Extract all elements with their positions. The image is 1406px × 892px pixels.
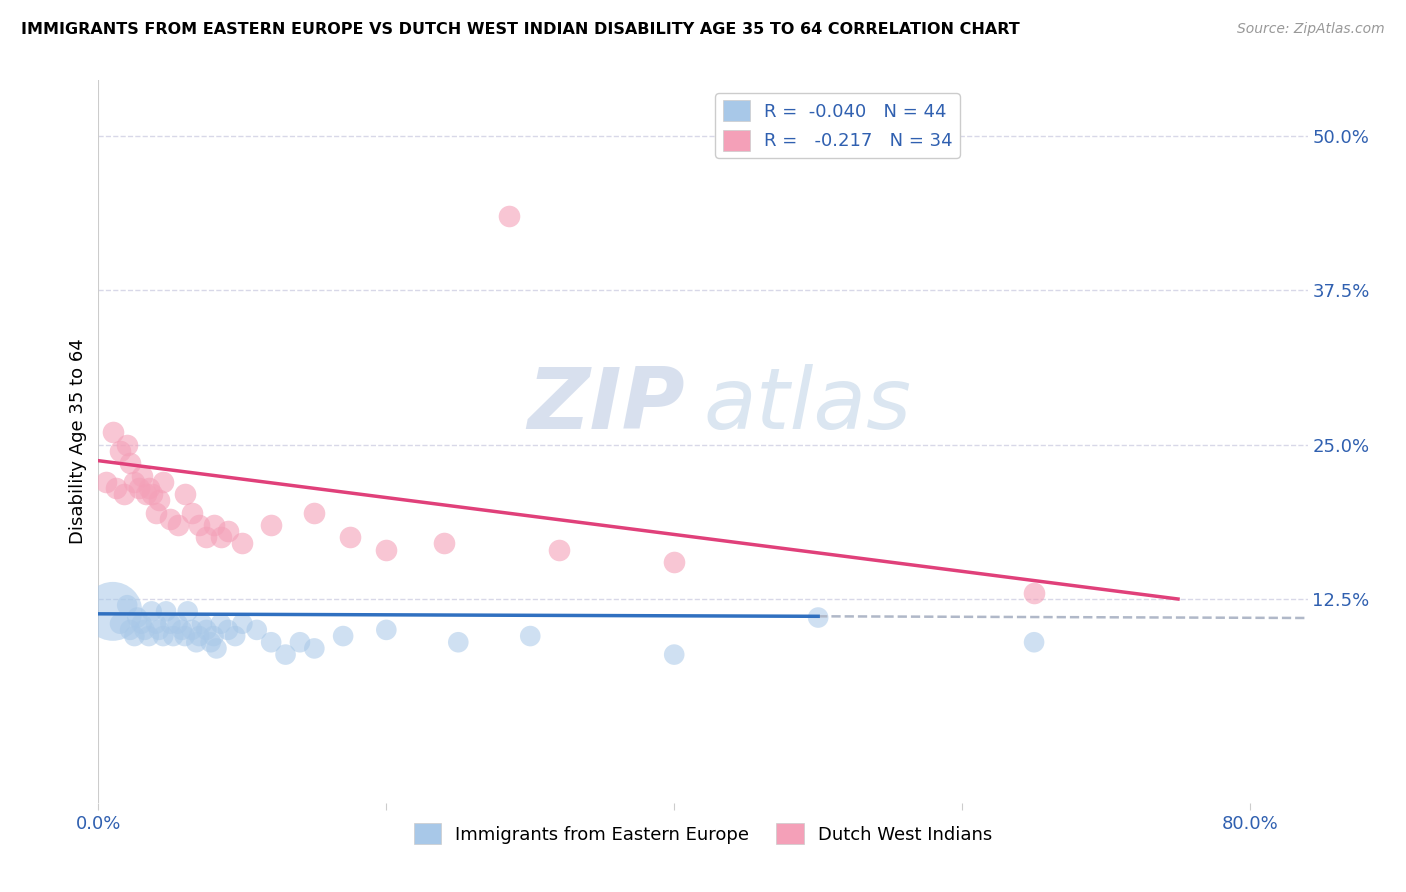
- Point: [664, 648, 686, 662]
- Point: [127, 610, 149, 624]
- Point: [120, 623, 142, 637]
- Point: [807, 610, 830, 624]
- Point: [131, 468, 153, 483]
- Point: [162, 629, 184, 643]
- Point: [519, 629, 541, 643]
- Point: [231, 536, 253, 550]
- Point: [217, 623, 239, 637]
- Point: [138, 481, 160, 495]
- Point: [498, 209, 520, 223]
- Point: [217, 524, 239, 538]
- Point: [260, 517, 283, 532]
- Y-axis label: Disability Age 35 to 64: Disability Age 35 to 64: [69, 339, 87, 544]
- Point: [138, 629, 160, 643]
- Point: [200, 635, 222, 649]
- Text: Source: ZipAtlas.com: Source: ZipAtlas.com: [1237, 22, 1385, 37]
- Point: [101, 425, 124, 440]
- Point: [1022, 635, 1045, 649]
- Point: [145, 616, 167, 631]
- Point: [246, 623, 269, 637]
- Point: [134, 623, 156, 637]
- Point: [141, 604, 163, 618]
- Point: [115, 598, 138, 612]
- Point: [135, 487, 157, 501]
- Point: [664, 555, 686, 569]
- Point: [145, 506, 167, 520]
- Point: [186, 635, 208, 649]
- Point: [304, 641, 326, 656]
- Point: [120, 456, 142, 470]
- Point: [288, 635, 311, 649]
- Point: [159, 512, 181, 526]
- Point: [181, 506, 204, 520]
- Point: [101, 604, 124, 618]
- Point: [433, 536, 456, 550]
- Point: [209, 530, 232, 544]
- Point: [170, 623, 193, 637]
- Point: [195, 530, 218, 544]
- Point: [148, 623, 170, 637]
- Point: [148, 493, 170, 508]
- Point: [224, 629, 246, 643]
- Point: [205, 641, 228, 656]
- Point: [191, 616, 214, 631]
- Point: [166, 616, 188, 631]
- Point: [188, 517, 211, 532]
- Legend: Immigrants from Eastern Europe, Dutch West Indians: Immigrants from Eastern Europe, Dutch We…: [406, 816, 1000, 852]
- Point: [202, 517, 225, 532]
- Point: [155, 604, 177, 618]
- Point: [260, 635, 283, 649]
- Text: atlas: atlas: [703, 364, 911, 447]
- Point: [108, 616, 131, 631]
- Point: [188, 629, 211, 643]
- Point: [209, 616, 232, 631]
- Point: [195, 623, 218, 637]
- Point: [112, 487, 135, 501]
- Point: [181, 623, 204, 637]
- Point: [202, 629, 225, 643]
- Point: [447, 635, 470, 649]
- Point: [115, 437, 138, 451]
- Point: [1022, 586, 1045, 600]
- Text: IMMIGRANTS FROM EASTERN EUROPE VS DUTCH WEST INDIAN DISABILITY AGE 35 TO 64 CORR: IMMIGRANTS FROM EASTERN EUROPE VS DUTCH …: [21, 22, 1019, 37]
- Point: [332, 629, 354, 643]
- Point: [124, 475, 146, 489]
- Point: [176, 604, 198, 618]
- Point: [152, 475, 174, 489]
- Point: [131, 616, 153, 631]
- Point: [124, 629, 146, 643]
- Point: [152, 629, 174, 643]
- Point: [548, 542, 571, 557]
- Point: [304, 506, 326, 520]
- Point: [173, 487, 195, 501]
- Point: [104, 481, 127, 495]
- Point: [231, 616, 253, 631]
- Point: [274, 648, 297, 662]
- Point: [173, 629, 195, 643]
- Text: ZIP: ZIP: [527, 364, 685, 447]
- Point: [128, 481, 150, 495]
- Point: [166, 517, 188, 532]
- Point: [141, 487, 163, 501]
- Point: [375, 623, 398, 637]
- Point: [375, 542, 398, 557]
- Point: [94, 475, 117, 489]
- Point: [108, 443, 131, 458]
- Point: [339, 530, 361, 544]
- Point: [159, 616, 181, 631]
